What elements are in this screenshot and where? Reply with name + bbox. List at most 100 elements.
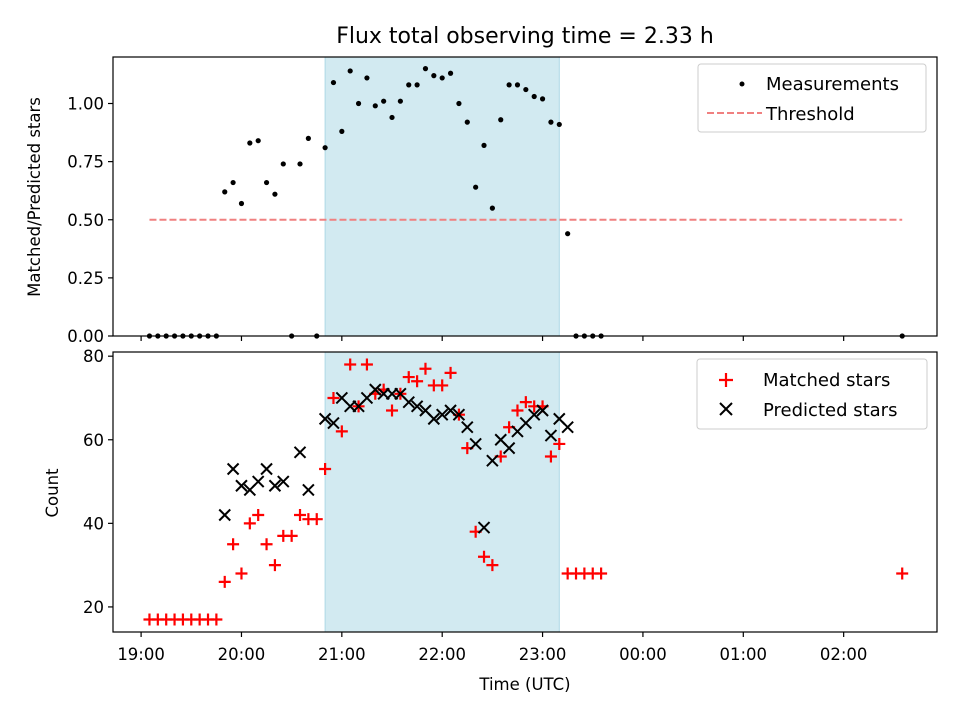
matched-star-point [285,529,298,542]
x-tick-label: 19:00 [117,645,165,664]
predicted-star-point [235,479,248,492]
matched-star-point [252,508,265,521]
bottom-axes: 20 40 60 80 19:00 20:00 21:00 22:00 23:00 00:00 01… [83,347,938,664]
measurement-point [539,96,546,102]
predicted-star-point [502,441,516,455]
measurement-point [280,161,286,167]
y-tick-label: 60 [83,431,104,450]
predicted-star-point [260,462,273,476]
measurement-point [238,200,245,207]
matched-star-point [344,358,357,371]
bottom-plot-area [143,352,909,632]
matched-star-point [235,567,248,580]
predicted-star-point [435,408,449,421]
matched-star-point [553,437,566,450]
matched-star-point [268,559,281,572]
measurement-point [389,114,395,121]
measurement-point [297,161,303,167]
measurement-point [506,82,512,88]
top-axes: 0.00 0.25 0.50 0.75 1.00 [67,56,938,346]
measurement-point [339,128,345,134]
measurement-point [372,103,378,109]
predicted-star-point [527,408,541,421]
y-tick-label: 40 [83,514,104,533]
y-tick-label: 0.25 [67,269,104,288]
predicted-star-point [427,412,441,426]
measurement-point [431,73,437,79]
y-tick-label: 1.00 [67,95,104,114]
axes-frame [112,56,938,337]
measurement-point [514,82,521,88]
measurement-point [230,179,236,186]
matched-star-point [360,358,373,371]
matched-star-point [243,517,256,530]
predicted-star-point [477,521,491,534]
matched-star-point [210,613,223,626]
x-tick-label: 00:00 [619,645,667,664]
observing-window-shade [325,57,560,336]
matched-star-point [319,463,332,476]
x-tick-label: 21:00 [318,645,366,664]
legend-measurements-label: Measurements [766,74,899,95]
matched-star-point [402,371,415,384]
predicted-star-point [444,404,457,417]
matched-star-point [896,567,909,580]
measurement-point [364,75,370,81]
observing-window-shade [325,352,560,632]
measurement-point [531,93,537,100]
predicted-star-point [486,454,499,467]
measurement-point [222,189,228,195]
matched-star-point [386,404,399,417]
measurement-point [347,68,353,74]
predicted-star-point [251,475,265,488]
measurement-point [447,70,454,76]
predicted-star-point [469,437,482,451]
y-tick-label: 0.50 [67,211,104,230]
x-tick-label: 20:00 [218,645,266,664]
measurement-point [355,100,362,107]
predicted-star-point [369,383,382,396]
matched-star-point [335,425,348,438]
legend-threshold-label: Threshold [765,104,855,125]
matched-star-point [511,404,524,417]
measurement-point [255,138,261,144]
measurement-point [272,191,278,197]
matched-star-point [310,513,323,526]
top-title: Flux total observing time = 2.33 h [336,24,714,49]
measurement-point [489,205,495,211]
matched-star-point [227,538,240,551]
predicted-star-point [461,421,474,434]
predicted-star-point [536,404,549,417]
measurement-point [556,121,562,128]
predicted-star-point [218,508,231,522]
measurement-point [322,145,328,151]
matched-star-point [218,575,231,588]
measurement-point [397,98,403,104]
x-tick-label: 01:00 [720,645,768,664]
measurement-point [422,66,429,72]
matched-star-point [486,559,499,572]
matched-star-point [411,375,424,388]
predicted-star-point [226,462,240,476]
predicted-star-point [561,421,574,434]
predicted-star-point [318,412,332,426]
matched-star-point [419,362,432,375]
top-plot-area [146,57,905,339]
measurement-point [247,140,253,146]
measurement-point [305,135,311,141]
axes-frame [112,351,938,633]
measurement-point [381,98,387,104]
legend-matched-label: Matched stars [763,370,890,391]
measurement-point [464,119,470,125]
matched-star-point [260,538,273,551]
predicted-star-point [452,408,466,421]
measurement-point [523,86,529,93]
x-tick-label: 02:00 [820,645,868,664]
legend-matched-marker [719,373,733,387]
top-panel: Flux total observing time = 2.33 h 0.000… [25,24,938,346]
measurement-point [414,82,420,88]
measurement-point [456,100,462,107]
predicted-star-point [402,395,415,409]
top-ylabel: Matched/Predicted stars [25,97,44,297]
